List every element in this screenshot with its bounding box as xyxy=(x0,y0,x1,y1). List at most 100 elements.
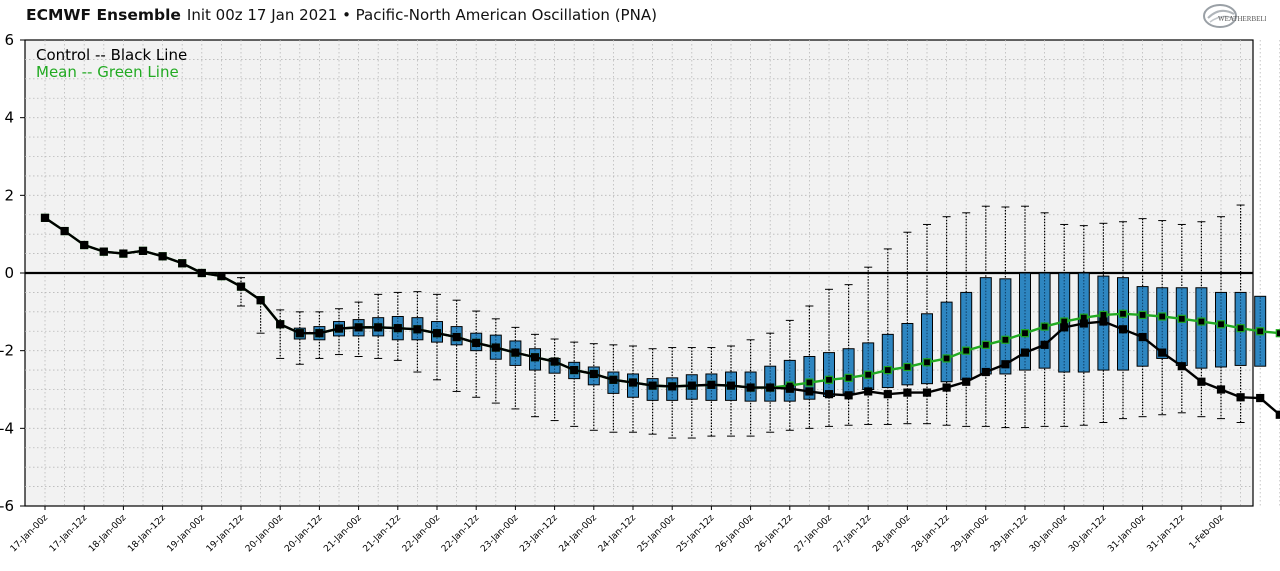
control-point xyxy=(530,353,540,362)
control-point xyxy=(1099,317,1108,326)
chart-header: ECMWF Ensemble Init 00z 17 Jan 2021 • Pac… xyxy=(26,6,657,28)
control-point xyxy=(589,369,598,379)
y-axis-ticks: -6 -4 -2 0 2 4 6 xyxy=(0,31,25,515)
control-point xyxy=(491,343,500,352)
x-tick-label: 20-Jan-12z xyxy=(283,513,325,555)
control-point xyxy=(256,296,265,305)
control-point xyxy=(452,332,461,342)
mean-point xyxy=(942,354,951,363)
control-point xyxy=(903,388,912,397)
mean-point xyxy=(1001,335,1010,344)
control-point xyxy=(883,390,892,399)
control-line xyxy=(44,216,1280,416)
control-point xyxy=(864,387,873,396)
x-tick-label: 24-Jan-12z xyxy=(597,513,639,555)
y-tick-label: 4 xyxy=(4,109,14,127)
x-tick-label: 28-Jan-12z xyxy=(910,513,952,555)
mean-point xyxy=(1256,327,1265,336)
x-tick-label: 28-Jan-00z xyxy=(871,513,913,555)
mean-point xyxy=(1236,324,1245,333)
mean-point xyxy=(844,373,853,382)
x-tick-label: 18-Jan-00z xyxy=(87,513,129,555)
y-tick-label: -2 xyxy=(0,342,14,360)
control-point xyxy=(942,383,951,392)
control-point xyxy=(60,226,69,236)
control-point xyxy=(119,249,128,258)
x-tick-label: 29-Jan-12z xyxy=(989,513,1031,555)
control-point xyxy=(668,382,677,391)
box xyxy=(1175,287,1188,366)
control-point xyxy=(138,246,148,255)
legend-control: Control -- Black Line xyxy=(36,46,187,64)
control-point xyxy=(1275,410,1280,419)
control-point xyxy=(1060,323,1069,332)
horizontal-grid xyxy=(25,59,1253,487)
x-tick-label: 27-Jan-00z xyxy=(793,513,835,555)
x-tick-label: 22-Jan-00z xyxy=(401,513,443,555)
box xyxy=(881,333,894,389)
box xyxy=(1019,272,1031,371)
mean-point xyxy=(1020,329,1030,338)
box xyxy=(1038,272,1051,369)
control-point xyxy=(1216,385,1226,394)
mean-point xyxy=(1216,320,1226,329)
control-point xyxy=(550,357,559,366)
control-point xyxy=(315,329,324,338)
mean-point xyxy=(883,365,892,375)
x-tick-label: 26-Jan-00z xyxy=(714,513,756,555)
control-point xyxy=(570,365,579,375)
control-point xyxy=(1236,393,1245,402)
mean-point xyxy=(805,378,814,387)
control-point xyxy=(805,387,814,396)
box xyxy=(940,301,953,383)
x-tick-label: 22-Jan-12z xyxy=(440,513,482,555)
control-point xyxy=(962,377,971,386)
control-point xyxy=(472,338,481,347)
logo-text: WEATHERBELL xyxy=(1218,15,1266,23)
control-point xyxy=(785,384,794,393)
box xyxy=(901,322,914,386)
x-tick-label: 18-Jan-12z xyxy=(126,513,168,555)
x-tick-label: 25-Jan-00z xyxy=(636,513,678,555)
control-point xyxy=(981,367,990,377)
control-point xyxy=(1177,362,1186,371)
control-point xyxy=(236,282,246,291)
control-point xyxy=(1256,393,1265,403)
mean-point xyxy=(981,340,990,349)
x-tick-label: 23-Jan-00z xyxy=(479,513,521,555)
control-point xyxy=(687,381,696,390)
mean-point xyxy=(1040,322,1049,331)
y-tick-label: -4 xyxy=(0,419,14,437)
control-series xyxy=(40,213,1280,419)
mean-point xyxy=(1158,312,1167,321)
y-tick-label: 0 xyxy=(4,264,14,282)
control-point xyxy=(80,240,89,250)
control-point xyxy=(648,381,657,390)
x-tick-label: 19-Jan-12z xyxy=(205,513,247,555)
x-tick-label: 19-Jan-00z xyxy=(166,513,208,555)
control-point xyxy=(40,213,50,222)
mean-point xyxy=(1275,329,1280,338)
control-point xyxy=(1138,332,1147,342)
x-tick-label: 30-Jan-00z xyxy=(1028,513,1070,555)
mean-point xyxy=(1177,314,1186,323)
box xyxy=(803,355,816,400)
control-point xyxy=(432,329,442,338)
control-point xyxy=(707,380,716,389)
control-point xyxy=(726,381,736,390)
x-tick-label: 21-Jan-00z xyxy=(322,513,364,555)
legend-mean: Mean -- Green Line xyxy=(36,63,179,81)
x-tick-label: 17-Jan-00z xyxy=(9,513,51,555)
x-tick-label: 23-Jan-12z xyxy=(518,513,560,555)
y-tick-label: 2 xyxy=(4,186,14,204)
control-point xyxy=(158,252,167,261)
control-point xyxy=(413,325,422,334)
mean-point xyxy=(962,346,971,355)
x-tick-label: 20-Jan-00z xyxy=(244,513,286,555)
control-point xyxy=(1197,377,1206,386)
x-tick-label: 31-Jan-12z xyxy=(1146,513,1188,555)
chart-subtitle: Init 00z 17 Jan 2021 • Pacific-North Ame… xyxy=(186,6,657,24)
mean-point xyxy=(922,358,932,367)
mean-point xyxy=(1118,309,1128,318)
y-tick-label: -6 xyxy=(0,497,14,515)
